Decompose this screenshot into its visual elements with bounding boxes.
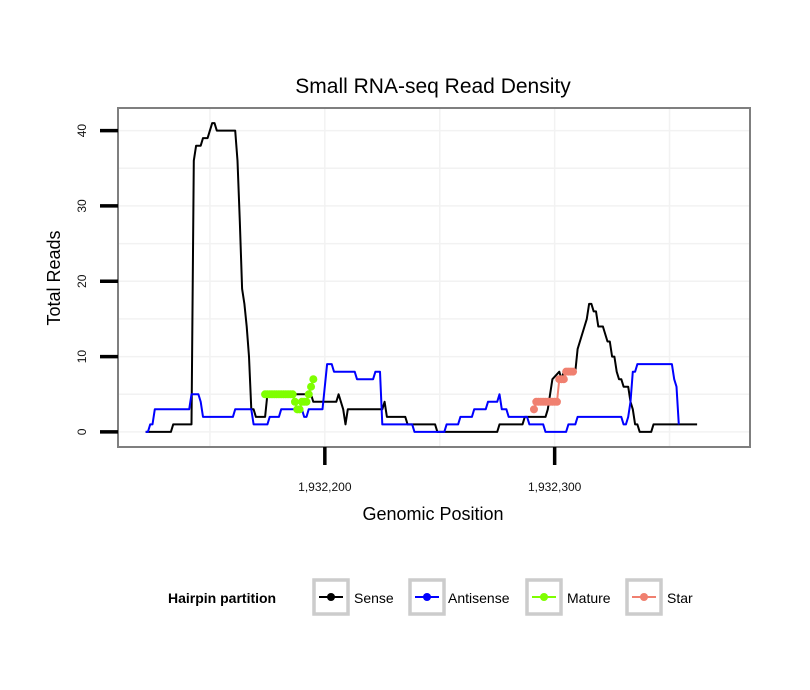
data-point-star (569, 367, 578, 376)
y-tick-label: 10 (75, 350, 89, 364)
y-axis: 0 10 20 30 40 (75, 124, 118, 435)
legend-key-point (640, 593, 648, 601)
legend-item-antisense: Antisense (408, 578, 510, 616)
data-point-mature (295, 405, 304, 414)
data-point-star (559, 375, 568, 384)
y-tick-label: 0 (75, 428, 89, 435)
data-point-star (552, 397, 561, 406)
legend-title: Hairpin partition (168, 590, 276, 606)
data-point-mature (288, 390, 297, 399)
x-axis: 1,932,200 1,932,300 (298, 447, 582, 494)
y-axis-title: Total Reads (44, 230, 64, 325)
legend-item-mature: Mature (525, 578, 611, 616)
legend-item-star: Star (625, 578, 693, 616)
series-layer (145, 122, 698, 433)
legend-label: Antisense (448, 590, 510, 606)
legend-key-point (423, 593, 431, 601)
series-line-sense (145, 122, 698, 433)
y-tick-label: 30 (75, 199, 89, 213)
data-point-mature (290, 397, 299, 406)
y-tick-label: 40 (75, 124, 89, 138)
legend-label: Star (667, 590, 693, 606)
y-tick-label: 20 (75, 274, 89, 288)
legend-item-sense: Sense (312, 578, 394, 616)
grid-lines (118, 108, 750, 447)
plot-border (117, 107, 751, 448)
data-point-mature (307, 382, 316, 391)
data-point-star (529, 405, 538, 414)
legend-key-point (327, 593, 335, 601)
x-tick-label: 1,932,200 (298, 480, 352, 494)
legend: Hairpin partition Sense Antisense Mature St… (168, 578, 693, 616)
legend-key-point (540, 593, 548, 601)
chart-title: Small RNA-seq Read Density (295, 75, 571, 98)
series-line-antisense (145, 363, 680, 433)
data-point-mature (302, 397, 311, 406)
x-axis-title: Genomic Position (362, 504, 503, 524)
x-tick-label: 1,932,300 (528, 480, 582, 494)
legend-label: Sense (354, 590, 394, 606)
data-point-mature (304, 390, 313, 399)
legend-label: Mature (567, 590, 611, 606)
data-point-mature (309, 375, 318, 384)
plot-panel (118, 108, 750, 447)
